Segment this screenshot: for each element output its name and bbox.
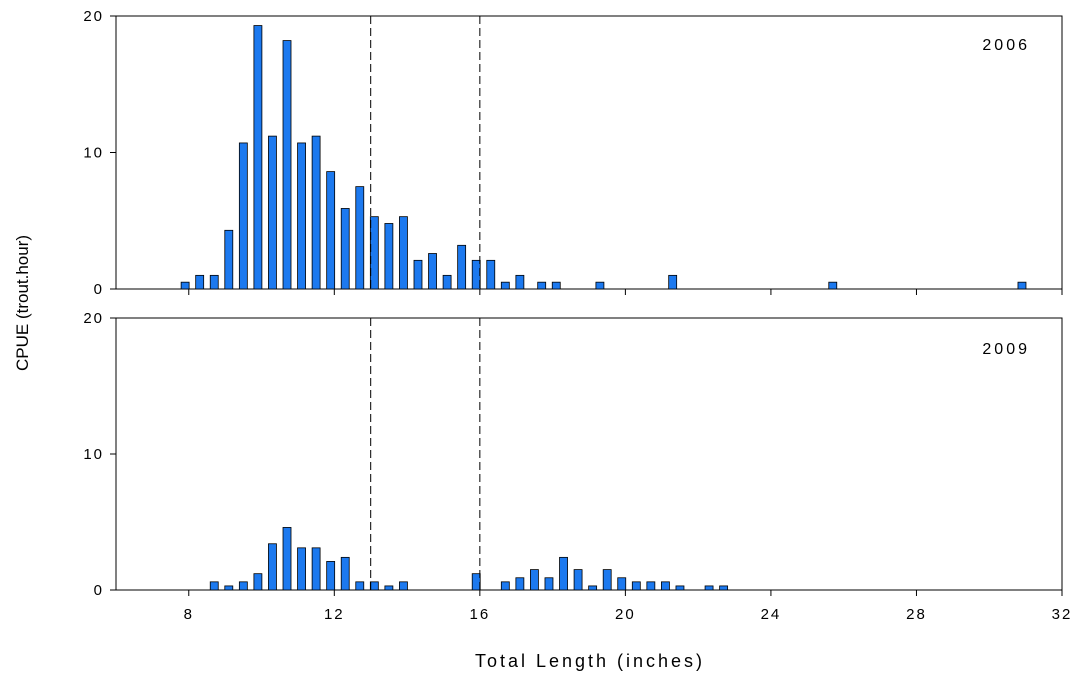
bar bbox=[413, 259, 423, 290]
plot-frame bbox=[115, 317, 1063, 591]
y-tick-label: 10 bbox=[83, 145, 104, 162]
x-tick-label: 24 bbox=[761, 606, 782, 623]
bar bbox=[369, 216, 379, 290]
bar bbox=[515, 274, 525, 290]
bar bbox=[355, 186, 365, 290]
bar bbox=[224, 229, 234, 290]
bar bbox=[573, 569, 583, 591]
bar bbox=[675, 585, 685, 591]
bar bbox=[253, 25, 263, 290]
bar bbox=[661, 581, 670, 591]
y-axis-title: CPUE (trout.hour) bbox=[13, 235, 32, 371]
x-axis-tick-labels: 8 12 16 20 24 28 32 bbox=[184, 606, 1073, 623]
bar bbox=[238, 142, 248, 290]
bar bbox=[551, 281, 561, 290]
x-tick-label: 12 bbox=[324, 606, 345, 623]
y-tick-label: 10 bbox=[83, 446, 104, 463]
x-tick-label: 16 bbox=[470, 606, 491, 623]
bar bbox=[311, 135, 321, 290]
bar bbox=[195, 274, 205, 290]
panel-year-label: 2006 bbox=[982, 37, 1030, 54]
y-tick-label: 0 bbox=[94, 582, 104, 599]
x-axis-title: Total Length (inches) bbox=[475, 651, 705, 671]
y-tick-label: 20 bbox=[83, 310, 104, 327]
bar bbox=[1017, 281, 1027, 290]
bar bbox=[500, 281, 510, 290]
panel-2009: 0 10 20 2009 bbox=[83, 310, 1063, 599]
y-tick-label: 0 bbox=[94, 281, 104, 298]
bar bbox=[238, 581, 248, 591]
bar bbox=[253, 573, 263, 591]
x-tick-label: 32 bbox=[1052, 606, 1073, 623]
bar bbox=[340, 208, 350, 290]
x-tick-label: 20 bbox=[615, 606, 636, 623]
bar bbox=[268, 543, 277, 591]
bar bbox=[471, 259, 481, 290]
bar bbox=[530, 569, 539, 591]
bar bbox=[457, 244, 467, 290]
panel-year-label: 2009 bbox=[982, 341, 1030, 358]
bar bbox=[828, 281, 838, 290]
bar bbox=[326, 171, 336, 290]
bar bbox=[209, 274, 219, 290]
x-tick-label: 28 bbox=[906, 606, 927, 623]
bar bbox=[355, 581, 365, 591]
bar bbox=[602, 569, 612, 591]
bar bbox=[559, 556, 568, 591]
bar bbox=[224, 585, 234, 591]
bar bbox=[537, 281, 547, 290]
bar bbox=[471, 573, 481, 591]
bar bbox=[631, 581, 641, 591]
bar bbox=[668, 274, 678, 290]
bar bbox=[297, 547, 306, 591]
bar bbox=[595, 281, 605, 290]
bar bbox=[399, 581, 408, 591]
bar bbox=[646, 581, 656, 591]
bar bbox=[515, 577, 525, 591]
panel-2006: 0 10 20 2006 bbox=[83, 8, 1063, 298]
bar bbox=[384, 585, 394, 591]
y-tick-label: 20 bbox=[83, 8, 104, 25]
bar bbox=[442, 274, 452, 290]
bar bbox=[544, 577, 554, 591]
bar bbox=[209, 581, 219, 591]
bar bbox=[180, 281, 190, 290]
bar bbox=[500, 581, 510, 591]
bar bbox=[617, 577, 627, 591]
bar bbox=[311, 547, 321, 591]
bar bbox=[588, 585, 598, 591]
bar bbox=[704, 585, 714, 591]
bar bbox=[399, 216, 408, 290]
bar bbox=[384, 223, 394, 290]
bar bbox=[428, 253, 437, 290]
bar bbox=[719, 585, 729, 591]
x-tick-label: 8 bbox=[184, 606, 194, 623]
bar bbox=[326, 561, 336, 591]
bar bbox=[340, 556, 350, 591]
bar bbox=[297, 142, 306, 290]
bar bbox=[282, 527, 292, 591]
bar bbox=[268, 135, 277, 290]
bar bbox=[486, 259, 496, 290]
bar bbox=[369, 581, 379, 591]
bar bbox=[282, 40, 292, 290]
